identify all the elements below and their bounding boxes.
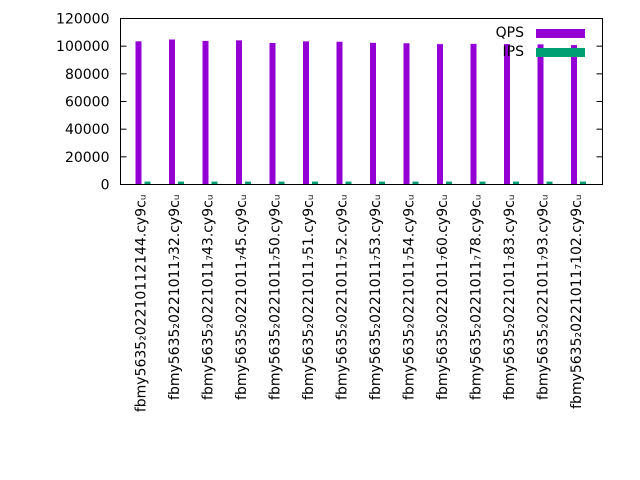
bar-qps <box>269 42 276 185</box>
x-tick-label: fbmy5635₂0221011₇102.cy9cᵤ <box>569 195 585 409</box>
bar-ips <box>278 181 285 185</box>
plot-frame <box>120 18 603 185</box>
legend-swatch-qps <box>536 29 585 38</box>
y-tick-label: 0 <box>101 178 110 194</box>
y-tick-label: 120000 <box>56 12 109 28</box>
y-tick-label: 60000 <box>65 95 110 111</box>
bar-qps <box>135 41 142 185</box>
bar-qps <box>370 42 376 185</box>
bar-ips <box>178 181 184 185</box>
y-tick-label: 100000 <box>56 39 109 55</box>
x-tick-label: fbmy5635₂0221011₇45.cy9cᵤ <box>234 195 250 400</box>
bar-ips <box>446 181 452 185</box>
bar-qps <box>403 43 410 185</box>
y-tick-label: 20000 <box>65 150 110 166</box>
x-tick-label: fbmy5635₂0221011₇32.cy9cᵤ <box>167 195 183 400</box>
bar-ips <box>479 181 486 185</box>
x-tick-label: fbmy5635₂0221011₇60.cy9cᵤ <box>435 195 451 400</box>
x-tick-label: fbmy5635₂0221011₇52.cy9cᵤ <box>335 195 351 400</box>
y-axis: 0 20000 40000 60000 80000 100000 120000 <box>56 12 603 194</box>
legend-label-ips: IPS <box>503 44 525 60</box>
bar-qps <box>470 43 477 185</box>
bar-ips <box>345 181 352 185</box>
bar-qps <box>169 39 175 185</box>
legend-label-qps: QPS <box>496 25 524 41</box>
x-tick-label: fbmy5635₂0221011₇54.cy9cᵤ <box>402 195 418 400</box>
y-tick-label: 80000 <box>65 67 110 83</box>
x-tick-label: fbmy5635₂0221011₇93.cy9cᵤ <box>536 195 552 400</box>
x-tick-label: fbmy5635₂02210112144.cy9cᵤ <box>134 195 150 413</box>
bar-ips <box>312 181 318 185</box>
bar-qps <box>202 40 209 185</box>
x-axis: fbmy5635₂02210112144.cy9cᵤ fbmy5635₂02210… <box>134 178 585 413</box>
bar-qps <box>303 41 309 185</box>
bars <box>135 39 586 185</box>
legend: QPS IPS <box>496 25 585 60</box>
x-tick-label: fbmy5635₂0221011₇51.cy9cᵤ <box>301 195 317 400</box>
bar-ips <box>412 181 419 185</box>
x-tick-label: fbmy5635₂0221011₇50.cy9cᵤ <box>268 195 284 400</box>
x-tick-label: fbmy5635₂0221011₇43.cy9cᵤ <box>201 195 217 400</box>
bar-qps <box>336 41 343 185</box>
bar-qps <box>437 44 443 185</box>
bar-ips <box>546 181 553 185</box>
bar-qps <box>236 40 242 185</box>
bar-ips <box>580 181 586 185</box>
x-tick-label: fbmy5635₂0221011₇83.cy9cᵤ <box>502 195 518 400</box>
bar-qps <box>571 45 577 185</box>
bar-ips <box>144 181 151 185</box>
bar-qps <box>504 44 510 185</box>
bar-qps <box>537 44 544 185</box>
y-tick-label: 40000 <box>65 122 110 138</box>
x-tick-label: fbmy5635₂0221011₇78.cy9cᵤ <box>469 195 485 400</box>
bar-ips <box>379 181 385 185</box>
bar-ips <box>245 181 251 185</box>
legend-swatch-ips <box>536 48 585 57</box>
bar-ips <box>513 181 519 185</box>
bar-ips <box>211 181 218 185</box>
x-tick-label: fbmy5635₂0221011₇53.cy9cᵤ <box>368 195 384 400</box>
